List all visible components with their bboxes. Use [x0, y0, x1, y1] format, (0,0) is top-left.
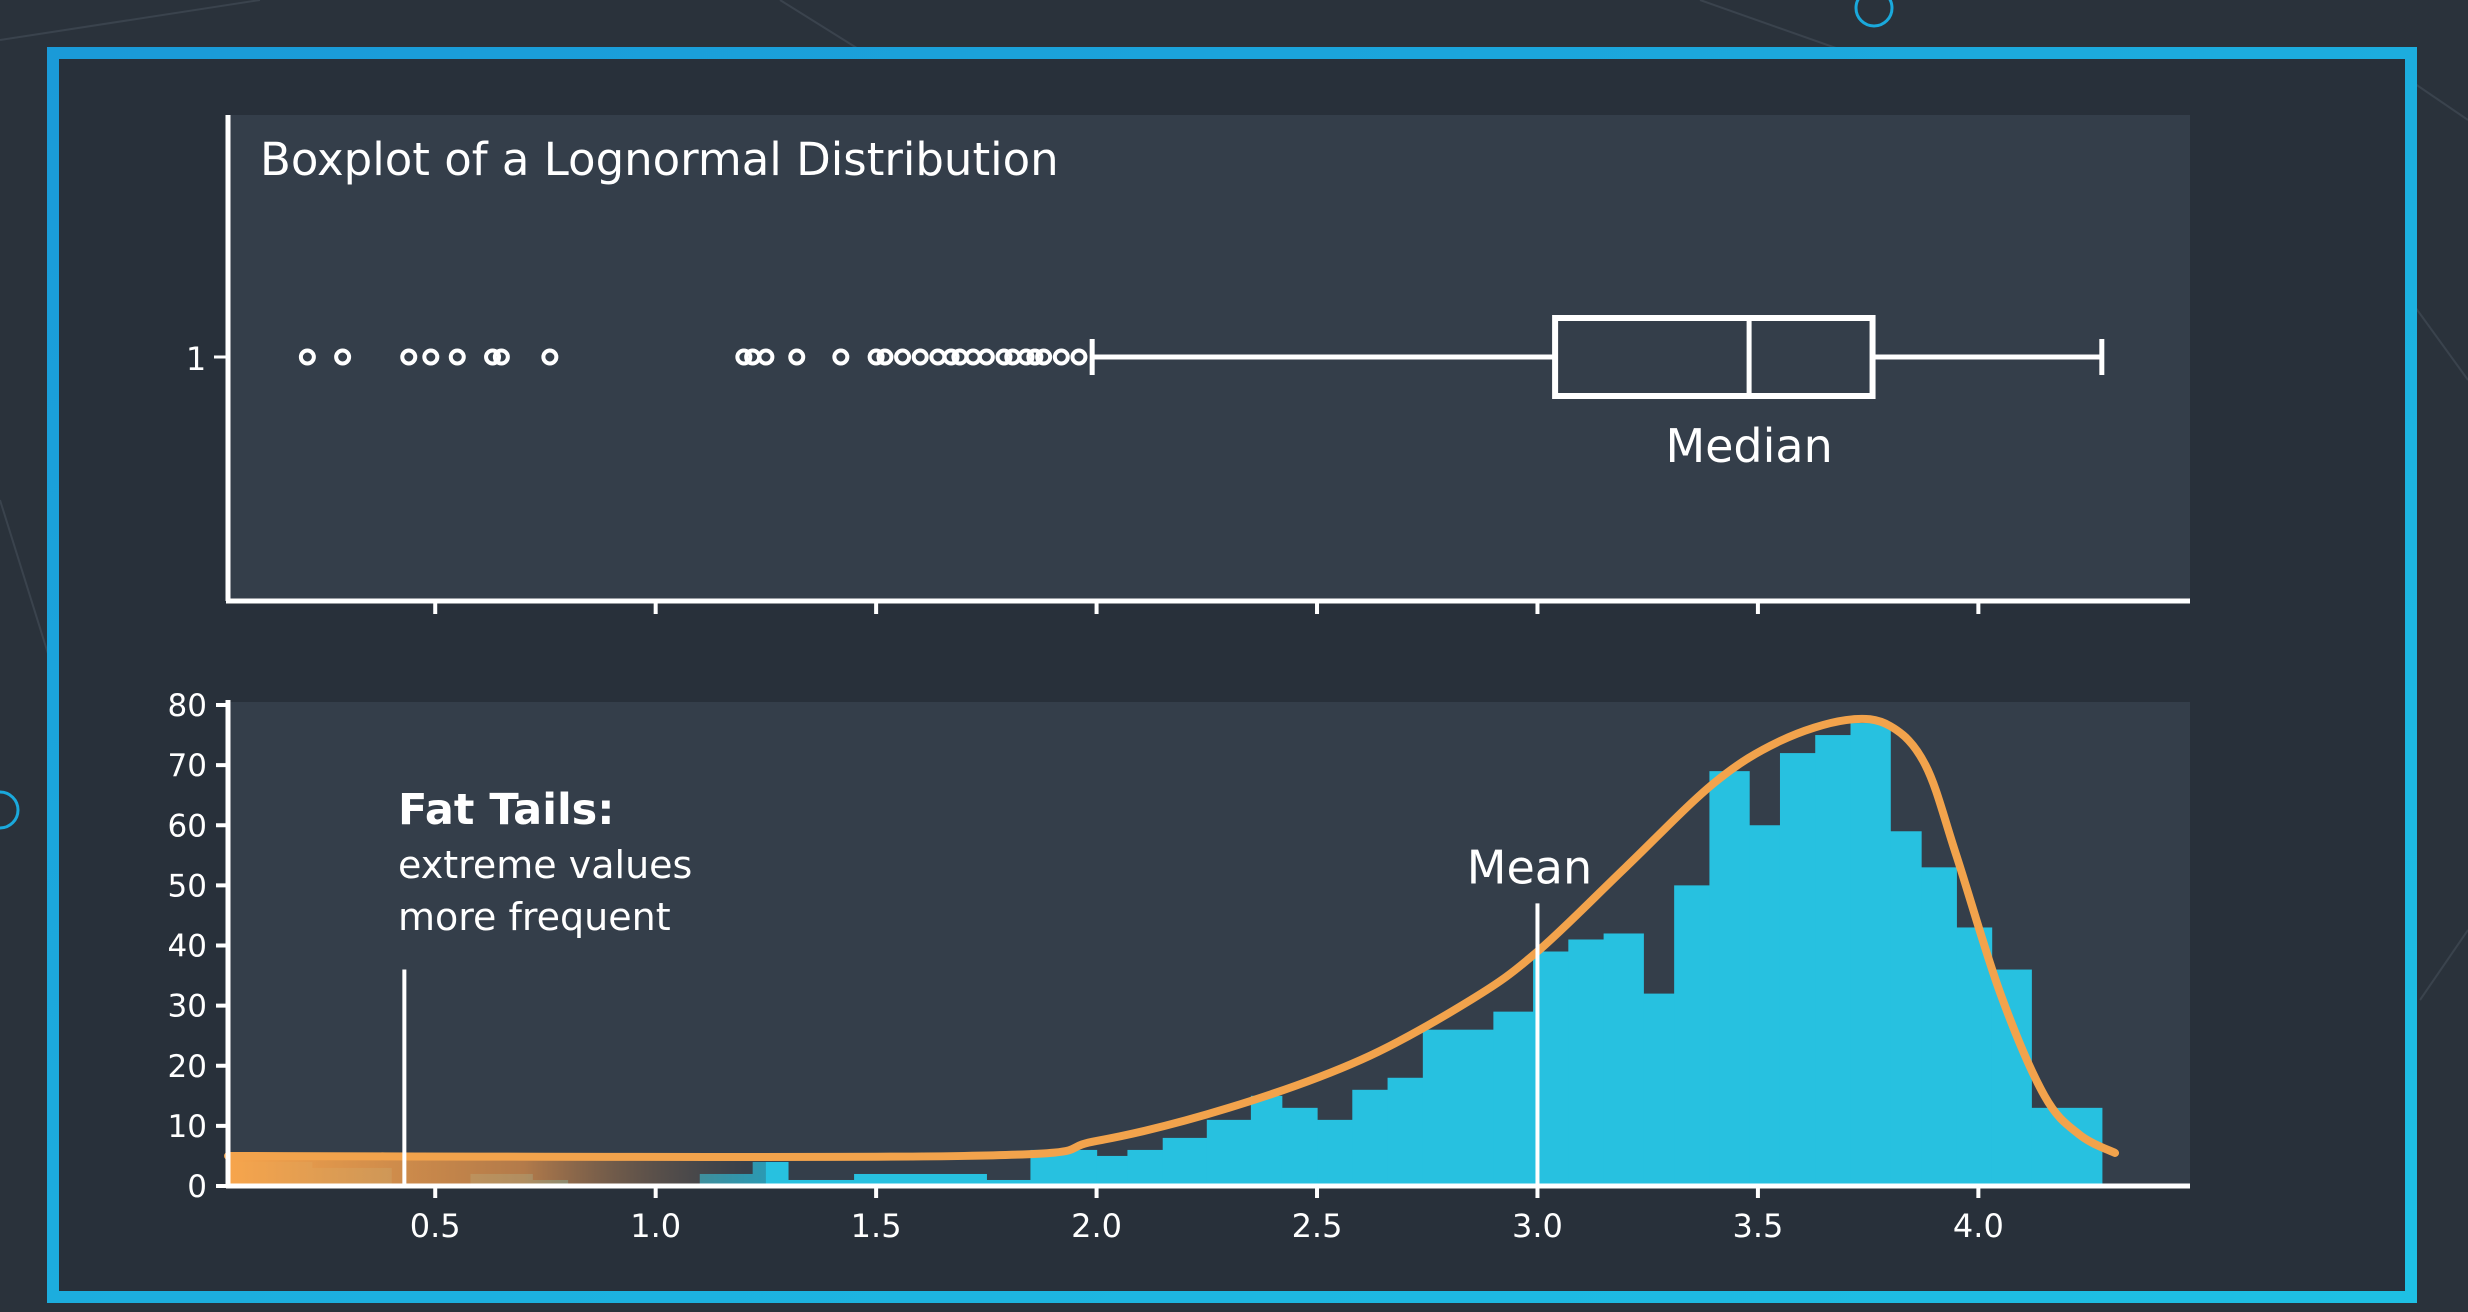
histogram-bar: [1749, 825, 1781, 1186]
histogram-x-tick-label: 0.5: [410, 1207, 461, 1245]
outlier-point: [334, 348, 352, 366]
histogram-x-ticks: 0.5 1.0 1.5 2.0 2.5 3.0 3.5 4.0: [410, 1186, 2004, 1245]
outlier-point: [977, 348, 995, 366]
outlier-point: [911, 348, 929, 366]
density-curve: [224, 714, 2120, 1162]
histogram-y-tick-label: 0: [187, 1169, 207, 1205]
fat-tails-heading: Fat Tails:: [398, 785, 614, 835]
boxplot-x-ticks: [433, 601, 1981, 614]
histogram-y-ticks: 0 10 20 30 40 50 60 70 80: [168, 688, 228, 1205]
outlier-point: [1052, 348, 1070, 366]
histogram-bars: [228, 723, 2103, 1186]
histogram-bar: [1850, 723, 1891, 1186]
histogram-x-tick-label: 2.0: [1071, 1207, 1122, 1245]
outlier-point: [484, 348, 502, 366]
histogram-bar: [986, 1179, 1032, 1186]
boxplot-y-tick-label: 1: [186, 340, 206, 378]
histogram-x-tick-label: 3.0: [1512, 1207, 1563, 1245]
histogram-bar: [1709, 771, 1750, 1186]
histogram-y-tick-label: 10: [168, 1109, 207, 1145]
histogram-x-tick-label: 2.5: [1292, 1207, 1343, 1245]
boxplot-chart: Boxplot of a Lognormal Distribution 1 Me…: [186, 115, 2190, 614]
outlier-point: [422, 348, 440, 366]
histogram-y-tick-label: 40: [168, 929, 207, 965]
histogram-y-tick-label: 70: [168, 748, 207, 784]
histogram-x-tick-label: 4.0: [1953, 1207, 2004, 1245]
outlier-point: [942, 348, 960, 366]
histogram-x-tick-label: 1.5: [851, 1207, 902, 1245]
fat-tails-line1: extreme values: [398, 843, 692, 887]
outlier-point: [832, 348, 850, 366]
fat-tails-line2: more frequent: [398, 895, 671, 939]
histogram-y-tick-label: 50: [168, 868, 207, 904]
outlier-point: [788, 348, 806, 366]
outlier-point: [492, 348, 510, 366]
histogram-bar: [1568, 939, 1605, 1186]
outlier-point: [894, 348, 912, 366]
histogram-bar: [1991, 969, 2032, 1186]
iqr-box: [1552, 315, 1876, 399]
histogram-bar: [1250, 1095, 1283, 1186]
outlier-point: [735, 348, 753, 366]
histogram-bar: [1422, 1029, 1494, 1186]
histogram-y-tick-label: 60: [168, 808, 207, 844]
histogram-bar: [1643, 993, 1675, 1186]
histogram-x-tick-label: 1.0: [630, 1207, 681, 1245]
histogram-y-tick-label: 30: [168, 989, 207, 1025]
outlier-point: [995, 348, 1013, 366]
histogram-y-tick-label: 20: [168, 1049, 207, 1085]
outlier-point: [541, 348, 559, 366]
histogram-bar: [1779, 753, 1816, 1186]
outlier-point: [757, 348, 775, 366]
outlier-point: [400, 348, 418, 366]
outlier-point: [298, 348, 316, 366]
histogram-bar: [1674, 885, 1711, 1186]
histogram-bar: [1956, 927, 1993, 1186]
histogram-y-tick-label: 80: [168, 688, 207, 724]
histogram-bar: [1096, 1155, 1129, 1186]
histogram-bar: [1387, 1077, 1424, 1186]
mean-label: Mean: [1467, 840, 1592, 894]
histogram-bar: [1493, 1011, 1534, 1186]
boxplot-outliers: [298, 348, 1088, 366]
outlier-point: [1035, 348, 1053, 366]
median-label: Median: [1665, 419, 1832, 473]
boxplot-title: Boxplot of a Lognormal Distribution: [260, 133, 1059, 186]
histogram-x-tick-label: 3.5: [1732, 1207, 1783, 1245]
histogram-bar: [1352, 1089, 1389, 1186]
outlier-point: [867, 348, 885, 366]
histogram-bar: [1127, 1149, 1164, 1186]
histogram-bar: [1206, 1119, 1252, 1186]
outlier-point: [1017, 348, 1035, 366]
histogram-bar: [1162, 1137, 1208, 1186]
outlier-point: [876, 348, 894, 366]
histogram-bar: [1921, 867, 1957, 1186]
histogram-bar: [1603, 933, 1644, 1186]
histogram-bar: [1317, 1119, 1353, 1186]
histogram-chart: Mean Fat Tails: extreme values more freq…: [168, 688, 2190, 1245]
histogram-bar: [787, 1179, 855, 1186]
outlier-point: [448, 348, 466, 366]
outlier-point: [1026, 348, 1044, 366]
histogram-bar: [1281, 1107, 1318, 1186]
histogram-bar: [1890, 831, 1922, 1186]
outlier-point: [1070, 348, 1088, 366]
histogram-bar: [854, 1173, 987, 1186]
histogram-bar: [1815, 735, 1852, 1186]
